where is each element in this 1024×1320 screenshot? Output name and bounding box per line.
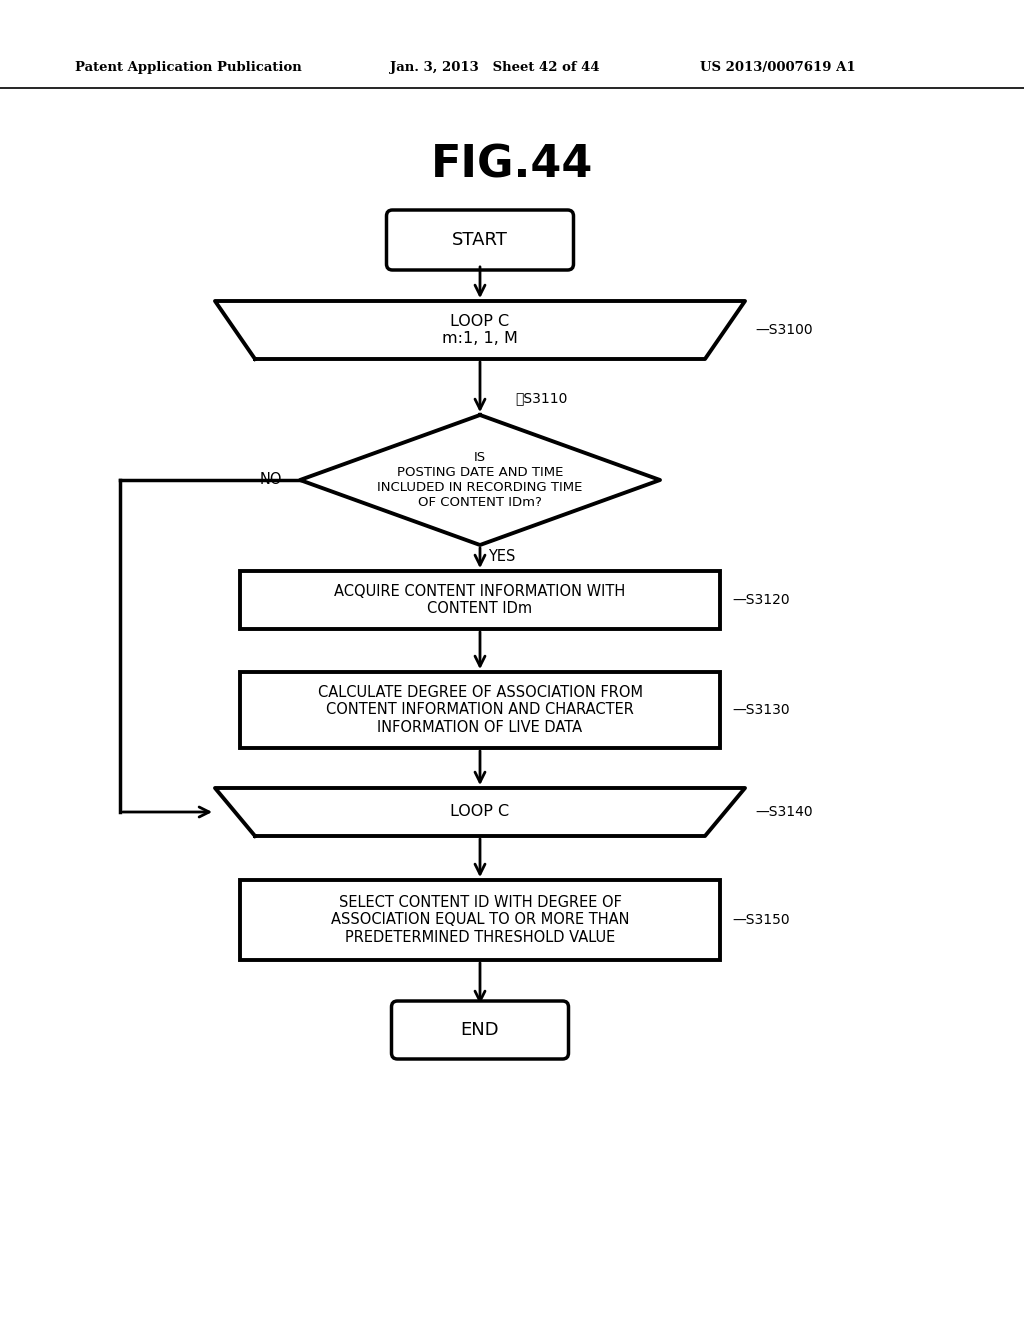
Text: —S3130: —S3130 bbox=[732, 704, 790, 717]
Text: LOOP C
m:1, 1, M: LOOP C m:1, 1, M bbox=[442, 314, 518, 346]
Text: US 2013/0007619 A1: US 2013/0007619 A1 bbox=[700, 62, 856, 74]
Text: —S3150: —S3150 bbox=[732, 913, 790, 927]
Polygon shape bbox=[215, 788, 745, 836]
Bar bbox=[240, 672, 720, 748]
Text: —S3120: —S3120 bbox=[732, 593, 790, 607]
Text: —S3100: —S3100 bbox=[755, 323, 813, 337]
Text: ACQUIRE CONTENT INFORMATION WITH
CONTENT IDm: ACQUIRE CONTENT INFORMATION WITH CONTENT… bbox=[335, 583, 626, 616]
Text: ⤶S3110: ⤶S3110 bbox=[515, 391, 567, 405]
Text: CALCULATE DEGREE OF ASSOCIATION FROM
CONTENT INFORMATION AND CHARACTER
INFORMATI: CALCULATE DEGREE OF ASSOCIATION FROM CON… bbox=[317, 685, 642, 735]
Text: —S3140: —S3140 bbox=[755, 805, 813, 818]
FancyBboxPatch shape bbox=[391, 1001, 568, 1059]
Bar bbox=[240, 880, 720, 960]
Bar bbox=[240, 572, 720, 630]
Text: SELECT CONTENT ID WITH DEGREE OF
ASSOCIATION EQUAL TO OR MORE THAN
PREDETERMINED: SELECT CONTENT ID WITH DEGREE OF ASSOCIA… bbox=[331, 895, 630, 945]
Text: LOOP C: LOOP C bbox=[451, 804, 510, 820]
Text: IS
POSTING DATE AND TIME
INCLUDED IN RECORDING TIME
OF CONTENT IDm?: IS POSTING DATE AND TIME INCLUDED IN REC… bbox=[377, 451, 583, 510]
Polygon shape bbox=[300, 414, 660, 545]
Text: Jan. 3, 2013   Sheet 42 of 44: Jan. 3, 2013 Sheet 42 of 44 bbox=[390, 62, 600, 74]
Text: YES: YES bbox=[488, 549, 515, 564]
FancyBboxPatch shape bbox=[386, 210, 573, 271]
Text: Patent Application Publication: Patent Application Publication bbox=[75, 62, 302, 74]
Text: FIG.44: FIG.44 bbox=[431, 144, 593, 186]
Text: NO: NO bbox=[259, 473, 282, 487]
Text: END: END bbox=[461, 1020, 500, 1039]
Text: START: START bbox=[452, 231, 508, 249]
Polygon shape bbox=[215, 301, 745, 359]
